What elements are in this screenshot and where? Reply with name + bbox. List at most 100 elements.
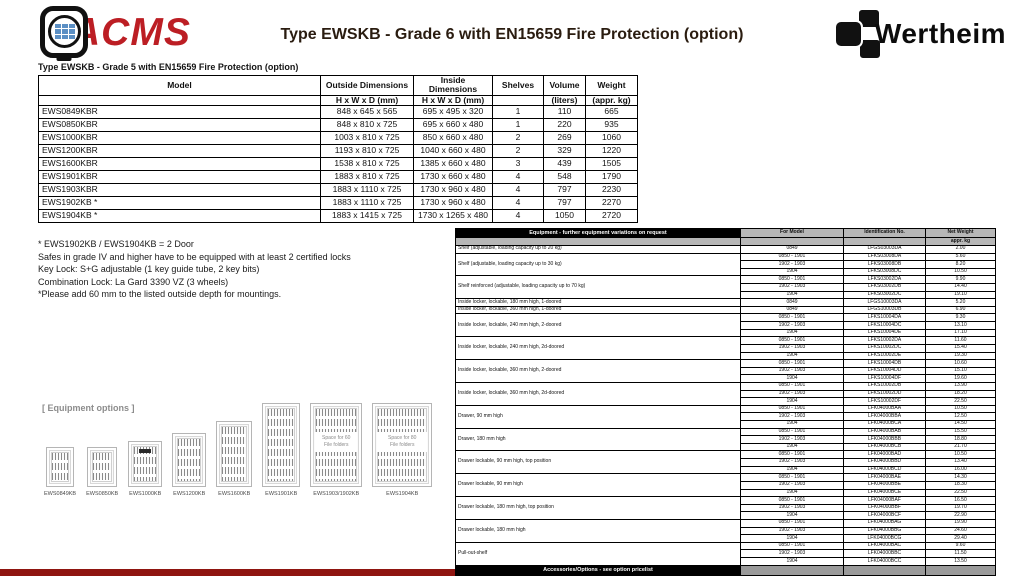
for-model-cell: 1902 - 1903 — [740, 480, 844, 490]
net-weight-cell: 16.50 — [925, 496, 996, 505]
identification-cell: LFKS10002DC — [843, 343, 926, 353]
safe-label: EWS0850KB — [86, 491, 119, 497]
equipment-row: Inside locker, lockable, 360 mm high, 2-… — [455, 359, 996, 383]
identification-header: Identification No. — [843, 228, 926, 238]
column-subheader: (liters) — [543, 94, 586, 107]
value-cell: 2 — [492, 131, 544, 145]
models-table-head: Model Outside Dimensions Inside Dimensions… — [38, 75, 638, 107]
for-model-cell: 0850 - 1901 — [740, 252, 844, 262]
file-folder-pattern — [267, 408, 296, 482]
for-model-cell: 0850 - 1901 — [740, 359, 844, 368]
identification-cell: LFK04000BAC — [843, 541, 926, 551]
note-line: *Please add 60 mm to the listed outside … — [38, 289, 282, 300]
for-model-cell: 0850 - 1901 — [740, 275, 844, 285]
equipment-table-title: Equipment - further equipment variations… — [455, 228, 741, 238]
for-model-cell: 1902 - 1903 — [740, 321, 844, 330]
value-cell: 329 — [543, 143, 586, 158]
equipment-desc-cell: Shelf (adjustable, loading capacity up t… — [455, 245, 741, 254]
identification-cell: LFK04000BBG — [843, 526, 926, 536]
identification-cell: LFK04000BCA — [843, 420, 926, 429]
net-weight-cell: 11.60 — [925, 336, 996, 345]
net-weight-cell: 6.90 — [925, 305, 996, 315]
safe-item: EWS1200KB — [172, 433, 207, 497]
value-cell: 439 — [543, 156, 586, 171]
value-cell: 1 — [492, 105, 544, 120]
column-header: Shelves — [492, 75, 544, 96]
value-cell: 1730 x 1265 x 480 — [413, 208, 493, 224]
net-weight-cell: 18.30 — [925, 480, 996, 490]
equipment-desc-cell: Drawer lockable, 180 mm high — [455, 518, 741, 543]
for-model-cell: 1904 — [740, 511, 844, 520]
identification-cell: LFKS10002DA — [843, 336, 926, 345]
identification-cell: LFK04000BCE — [843, 488, 926, 498]
value-cell: 850 x 660 x 480 — [413, 131, 493, 145]
net-weight-unit: appr. kg — [925, 237, 996, 246]
table-row: EWS1000KBR 1003 x 810 x 725 850 x 660 x 48… — [38, 131, 638, 145]
net-weight-cell: 11.50 — [925, 549, 996, 558]
footer-empty-cell — [740, 565, 844, 576]
equipment-row: Drawer lockable, 180 mm high 0850 - 1901 L… — [455, 518, 996, 543]
value-cell: 2 — [492, 143, 544, 158]
value-cell: 1385 x 660 x 480 — [413, 156, 493, 171]
acms-logo: ACMS — [40, 6, 191, 61]
wertheim-logo: Wertheim — [833, 8, 1006, 60]
equipment-row: Inside locker, lockable, 240 mm high, 2-… — [455, 313, 996, 338]
value-cell: 1730 x 660 x 480 — [413, 169, 493, 184]
for-model-cell: 1904 — [740, 374, 844, 383]
footer-empty-cell — [843, 565, 926, 576]
value-cell: 1730 x 960 x 480 — [413, 182, 493, 197]
model-cell: EWS1902KB * — [38, 195, 321, 210]
identification-cell: LFGS10003DB — [843, 305, 926, 315]
bottom-red-bar — [0, 569, 455, 576]
net-weight-cell: 2.00 — [925, 245, 996, 254]
identification-cell: LFKS10002DF — [843, 397, 926, 406]
equipment-desc-cell: Inside locker, lockable, 240 mm high, 2-… — [455, 313, 741, 338]
safe-illustration — [216, 421, 253, 487]
value-cell: 220 — [543, 118, 586, 132]
for-model-cell: 0850 - 1901 — [740, 541, 844, 551]
space-note-line: File folders — [389, 441, 415, 448]
table-row: EWS1901KBR 1883 x 810 x 725 1730 x 660 x 4… — [38, 169, 638, 184]
equipment-row: Drawer lockable, 90 mm high 0850 - 1901 LF… — [455, 473, 996, 498]
identification-cell: LFK04000BCD — [843, 465, 926, 475]
net-weight-cell: 14.50 — [925, 420, 996, 429]
safe-label: EWS0849KB — [44, 491, 77, 497]
net-weight-cell: 13.40 — [925, 458, 996, 467]
for-model-cell: 0850 - 1901 — [740, 518, 844, 528]
equipment-desc-cell: Drawer, 180 mm high — [455, 427, 741, 452]
equipment-desc-cell: Inside locker, lockable, 360 mm high, 1-… — [455, 305, 741, 315]
models-subheader-row: H x W x D (mm) H x W x D (mm) (liters) (app… — [38, 94, 638, 107]
equipment-desc-cell: Drawer lockable, 180 mm high, top positi… — [455, 496, 741, 520]
for-model-cell: 0850 - 1901 — [740, 313, 844, 323]
for-model-cell: 1902 - 1903 — [740, 283, 844, 292]
for-model-cell: 1904 — [740, 397, 844, 406]
column-subheader — [492, 94, 544, 107]
safes-figure: EWS0849KB EWS0850KB EWS1000KB EWS1200KB EWS1… — [44, 400, 433, 497]
net-weight-cell: 17.10 — [925, 328, 996, 338]
safe-label: EWS1000KB — [129, 491, 162, 497]
for-model-cell: 1904 — [740, 290, 844, 300]
safe-item: Space for 80 File folders EWS1904KB — [372, 403, 433, 497]
subheader-empty — [455, 237, 741, 246]
net-weight-cell: 10.50 — [925, 450, 996, 460]
value-cell: 1883 x 1110 x 725 — [320, 195, 414, 210]
equipment-row: Drawer lockable, 90 mm high, top positio… — [455, 450, 996, 475]
equipment-desc-cell: Inside locker, lockable, 240 mm high, 2d… — [455, 336, 741, 361]
model-cell: EWS1904KB * — [38, 208, 321, 224]
table-row: EWS1200KBR 1193 x 810 x 725 1040 x 660 x 4… — [38, 143, 638, 158]
safe-label: EWS1904KB — [386, 491, 419, 497]
identification-cell: LFK04000BCF — [843, 511, 926, 520]
net-weight-cell: 19.10 — [925, 290, 996, 300]
wertheim-brand-text: Wertheim — [874, 18, 1006, 49]
table-row: EWS1600KBR 1538 x 810 x 725 1385 x 660 x 4… — [38, 156, 638, 171]
net-weight-cell: 12.50 — [925, 412, 996, 421]
value-cell: 4 — [492, 208, 544, 224]
equipment-desc-cell: Inside locker, lockable, 360 mm high, 2-… — [455, 359, 741, 383]
for-model-cell: 1902 - 1903 — [740, 343, 844, 353]
net-weight-cell: 14.40 — [925, 283, 996, 292]
net-weight-cell: 18.20 — [925, 389, 996, 399]
acms-brand-text: ACMS — [72, 10, 191, 54]
net-weight-cell: 13.90 — [925, 381, 996, 391]
net-weight-cell: 10.50 — [925, 404, 996, 414]
identification-cell: LFKS03002DC — [843, 290, 926, 300]
